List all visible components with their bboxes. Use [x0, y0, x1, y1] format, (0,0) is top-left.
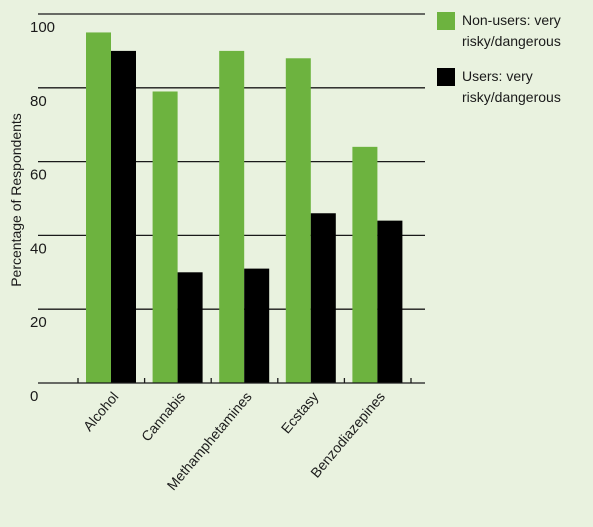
x-tick-label-benzodiazepines: Benzodiazepines [307, 389, 388, 481]
legend: Non-users: very risky/dangerous Users: v… [437, 12, 593, 124]
x-tick-label-cannabis: Cannabis [138, 389, 188, 445]
y-tick-label-0: 0 [30, 388, 38, 405]
y-tick-label-80: 80 [30, 93, 47, 110]
x-axis [38, 378, 425, 384]
y-tick-label-100: 100 [30, 19, 55, 36]
legend-swatch-non-users [437, 12, 455, 30]
bars [86, 32, 403, 384]
bar-benzodiazepines-non-users [352, 146, 378, 383]
bar-ecstasy-users [310, 213, 336, 383]
bar-alcohol-non-users [86, 32, 111, 383]
bar-cannabis-users [177, 272, 203, 383]
bar-alcohol-users [111, 50, 136, 384]
y-tick-label-20: 20 [30, 314, 47, 331]
legend-item-users: Users: very risky/dangerous [437, 68, 593, 108]
bar-benzodiazepines-users [377, 220, 403, 383]
y-axis-title: Percentage of Respondents [8, 113, 24, 287]
legend-item-non-users: Non-users: very risky/dangerous [437, 12, 593, 52]
legend-swatch-users [437, 68, 455, 86]
y-tick-labels: 0 20 40 60 80 100 [30, 19, 55, 405]
x-tick-label-alcohol: Alcohol [80, 389, 122, 434]
bar-methamphetamines-users [244, 268, 270, 383]
bar-cannabis-non-users [152, 91, 178, 384]
x-tick-label-ecstasy: Ecstasy [278, 389, 322, 437]
y-tick-label-40: 40 [30, 240, 47, 257]
legend-label-non-users: Non-users: very risky/dangerous [462, 12, 561, 49]
bar-ecstasy-non-users [285, 58, 311, 383]
y-tick-label-60: 60 [30, 167, 47, 184]
bar-methamphetamines-non-users [219, 50, 245, 384]
legend-label-users: Users: very risky/dangerous [462, 68, 561, 105]
